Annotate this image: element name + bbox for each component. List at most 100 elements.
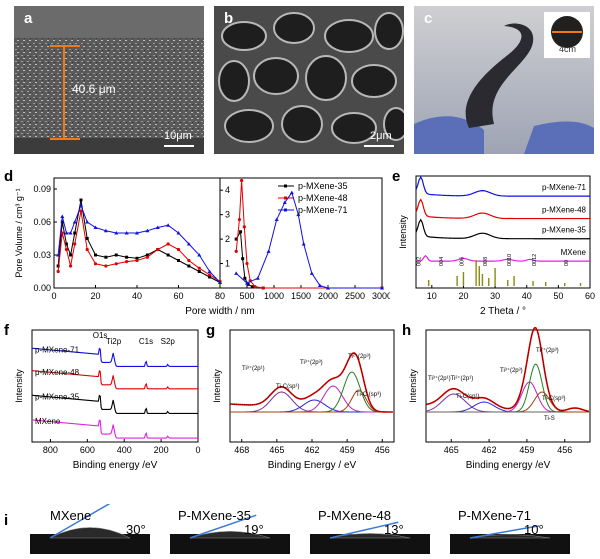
xps-survey-xtick-label: 0 <box>195 445 200 455</box>
xps-h-peak-label: Ti³⁺(2p¹)Ti²⁺(2p¹) <box>428 375 473 382</box>
pore-left-ytick-label: 0.06 <box>33 217 51 227</box>
pore-point <box>73 231 77 235</box>
pore-left-xtick-label: 40 <box>132 291 142 301</box>
xrd-xtick-label: 10 <box>427 291 437 301</box>
sem-porous-graphic <box>214 6 404 154</box>
pore-point <box>309 271 314 275</box>
pore-left-xtick-label: 60 <box>173 291 183 301</box>
xps-g-ylabel: Intensity <box>212 369 222 403</box>
pore-right-xtick-label: 2000 <box>318 291 338 301</box>
pore-right-xtick-label: 500 <box>239 291 254 301</box>
pore-left-line-p-MXene-35 <box>57 199 221 283</box>
xps-survey-series-label: p-MXene-48 <box>35 368 80 377</box>
xps-survey-xtick-label: 200 <box>154 445 169 455</box>
pore-point <box>296 212 301 217</box>
pore-point <box>93 225 98 229</box>
contact-angle-value: 13° <box>384 522 404 537</box>
xps-h-axis-frame <box>425 329 591 443</box>
pore-point <box>69 253 73 257</box>
pore-point <box>234 271 239 275</box>
pore-point <box>56 264 60 268</box>
pore-point <box>234 237 238 241</box>
xrd-peak-label: 0010 <box>507 254 513 266</box>
pore-left-ytick-label: 0.00 <box>33 283 51 293</box>
contact-angle-substrate <box>310 534 430 554</box>
contact-angle-tangent <box>189 514 257 539</box>
xps-h-xtick-label: 459 <box>519 445 534 455</box>
pore-legend-marker <box>284 184 287 188</box>
pore-point <box>208 273 212 277</box>
pore-point <box>72 220 77 224</box>
contact-angle-droplet <box>49 527 131 539</box>
xrd-ylabel: Intensity <box>398 215 408 249</box>
xps-survey-xtick-label: 800 <box>43 445 58 455</box>
pore-point <box>187 264 191 268</box>
pore-point <box>245 261 249 266</box>
pore-point <box>60 231 64 235</box>
xrd-xlabel: 2 Theta / ° <box>480 306 526 317</box>
pore-point <box>237 217 242 222</box>
pore-point <box>239 230 243 234</box>
xps-g-peak-label: Ti-C(sp¹) <box>276 384 299 390</box>
xps-survey-chart-svg: 800 600 400 200 0 Binding energy /eV Intensity… <box>14 329 201 471</box>
contact-angle-sample-name: P-MXene-35 <box>178 508 251 523</box>
xrd-peak-label: 0012 <box>532 254 538 266</box>
xrd-peak-label: 008 <box>483 257 489 266</box>
xps-h-peak-label: Ti-C(sp¹) <box>456 394 479 400</box>
pore-point <box>326 286 330 290</box>
xps-g-xlabel: Binding Energy / eV <box>268 460 357 471</box>
contact-angle-sample-name: MXene <box>50 508 91 523</box>
xps-survey-xlabel: Binding energy /eV <box>73 460 158 471</box>
xrd-series-label: p-MXene-48 <box>542 206 587 215</box>
pore-point <box>155 225 160 229</box>
pore-point <box>135 231 139 235</box>
pore-point <box>104 264 108 268</box>
panel-label-c: c <box>424 10 433 27</box>
pore-legend-label: p-MXene-48 <box>298 193 348 203</box>
thickness-label: 40.6 μm <box>72 82 116 96</box>
pore-point <box>93 262 98 266</box>
pore-point <box>114 262 118 266</box>
pore-point <box>85 247 89 252</box>
xrd-line-p-MXene-71 <box>415 175 591 197</box>
pore-point <box>380 286 384 290</box>
xrd-xtick-label: 50 <box>553 291 563 301</box>
xps-ti2p-chart-h: 465 462 459 456 Binding energy /eV Intensity T… <box>404 324 596 474</box>
pore-point <box>85 220 90 224</box>
xps-g-peak-label: Ti³⁺(2p¹) <box>242 365 265 372</box>
pore-point <box>68 231 73 235</box>
contact-angle-value: 19° <box>244 522 264 537</box>
pore-ylabel: Pore Volume / cm³ g⁻¹ <box>14 188 24 277</box>
pore-point <box>135 256 139 260</box>
xps-survey-xtick-label: 600 <box>80 445 95 455</box>
xrd-peak-label: 004 <box>439 257 445 266</box>
scale-bar-label-b: 2μm <box>370 130 392 142</box>
xps-survey-series-label: p-MXene-71 <box>35 345 80 354</box>
xps-survey-axis-frame <box>31 329 199 443</box>
xrd-line-MXene <box>415 254 590 262</box>
pore-point <box>282 200 287 204</box>
sem-cross-section-graphic <box>14 6 204 154</box>
xrd-series-label: MXene <box>561 248 587 257</box>
pore-left-line-p-MXene-71 <box>57 204 221 283</box>
pore-point <box>73 242 77 246</box>
panel-label-h: h <box>402 322 412 339</box>
contact-angle-tangent <box>469 525 540 539</box>
xps-ti2p-chart-g-svg: 468 465 462 459 456 Binding Energy / eV Intens… <box>212 329 395 471</box>
xps-survey-peak-label: C1s <box>139 337 153 346</box>
pore-point <box>250 285 254 289</box>
contact-angle-sample-name: P-MXene-48 <box>318 508 391 523</box>
pore-point <box>124 231 129 235</box>
xps-g-raw-data <box>229 352 393 413</box>
contact-angle-value: 10° <box>524 522 544 537</box>
pore-point <box>317 283 322 288</box>
xps-g-xtick-label: 462 <box>304 445 319 455</box>
xps-h-xlabel: Binding energy /eV <box>466 460 551 471</box>
xps-survey-series-label: MXene <box>35 417 61 426</box>
pore-point <box>208 275 212 279</box>
pore-point <box>242 225 246 229</box>
panel-label-g: g <box>206 322 216 339</box>
xrd-line-p-MXene-35 <box>415 218 591 240</box>
xps-g-axis-frame <box>229 329 395 443</box>
